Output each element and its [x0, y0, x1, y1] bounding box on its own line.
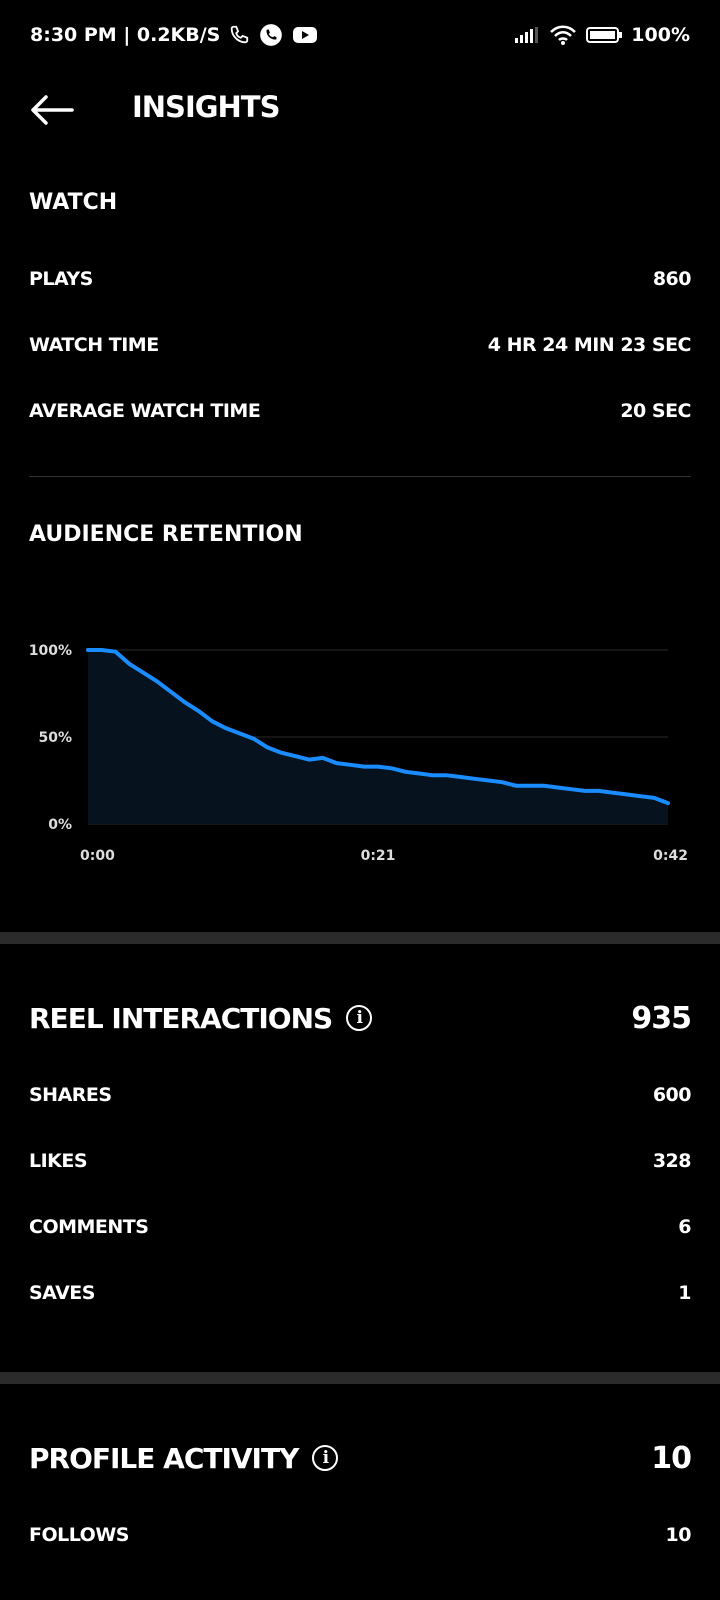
plays-value: 860	[652, 268, 692, 290]
saves-value: 1	[678, 1282, 691, 1304]
watch-time-label: WATCH TIME	[29, 334, 159, 356]
call-icon	[228, 24, 250, 46]
arrow-left-icon	[28, 95, 76, 132]
shares-row: SHARES 600	[29, 1080, 692, 1110]
follows-row: FOLLOWS 10	[29, 1520, 692, 1550]
shares-label: SHARES	[29, 1084, 112, 1106]
info-icon[interactable]: i	[312, 1445, 339, 1471]
reel-interactions-total: 935	[631, 1000, 692, 1036]
x-tick-label: 0:00	[80, 848, 115, 864]
average-watch-time-value: 20 SEC	[620, 400, 691, 422]
audience-retention-title: AUDIENCE RETENTION	[29, 522, 303, 547]
comments-label: COMMENTS	[29, 1216, 149, 1238]
wifi-icon	[549, 24, 577, 46]
follows-value: 10	[665, 1524, 692, 1546]
header: INSIGHTS	[0, 86, 720, 136]
watch-time-value: 4 HR 24 MIN 23 SEC	[487, 334, 692, 356]
back-button[interactable]	[28, 92, 76, 128]
x-tick-label: 0:21	[361, 848, 396, 864]
section-separator	[0, 932, 720, 944]
watch-section-title: WATCH	[29, 190, 118, 215]
profile-activity-total: 10	[651, 1440, 692, 1476]
saves-label: SAVES	[29, 1282, 95, 1304]
status-bar: 8:30 PM | 0.2KB/S 100%	[30, 18, 690, 52]
plays-label: PLAYS	[29, 268, 93, 290]
retention-line	[86, 648, 670, 806]
battery-percent: 100%	[631, 24, 690, 46]
battery-icon	[585, 25, 623, 45]
audience-retention-chart: 100% 50% 0% 0:00 0:21 0:42	[29, 643, 688, 864]
retention-area	[88, 650, 668, 824]
whatsapp-icon	[258, 22, 284, 48]
likes-label: LIKES	[29, 1150, 88, 1172]
comments-value: 6	[678, 1216, 691, 1238]
youtube-icon	[292, 25, 318, 45]
profile-activity-title: PROFILE ACTIVITY	[29, 1441, 299, 1475]
comments-row: COMMENTS 6	[29, 1212, 691, 1242]
shares-value: 600	[652, 1084, 692, 1106]
reel-interactions-header: REEL INTERACTIONS i 935	[29, 996, 692, 1040]
y-tick-label: 0%	[48, 817, 72, 833]
saves-row: SAVES 1	[29, 1278, 691, 1308]
x-tick-label: 0:42	[653, 848, 688, 864]
y-tick-label: 100%	[29, 643, 72, 659]
section-separator	[0, 1372, 720, 1384]
average-watch-time-row: AVERAGE WATCH TIME 20 SEC	[29, 396, 691, 426]
average-watch-time-label: AVERAGE WATCH TIME	[29, 400, 261, 422]
plays-row: PLAYS 860	[29, 264, 692, 294]
y-tick-label: 50%	[38, 730, 72, 746]
likes-value: 328	[652, 1150, 692, 1172]
likes-row: LIKES 328	[29, 1146, 692, 1176]
info-icon[interactable]: i	[346, 1005, 373, 1031]
signal-icon	[513, 26, 541, 44]
watch-time-row: WATCH TIME 4 HR 24 MIN 23 SEC	[29, 330, 692, 360]
follows-label: FOLLOWS	[29, 1524, 129, 1546]
profile-activity-header: PROFILE ACTIVITY i 10	[29, 1436, 692, 1480]
page-title: INSIGHTS	[132, 90, 280, 124]
reel-interactions-title: REEL INTERACTIONS	[29, 1001, 333, 1035]
status-time: 8:30 PM | 0.2KB/S	[30, 24, 221, 46]
divider	[29, 476, 691, 477]
